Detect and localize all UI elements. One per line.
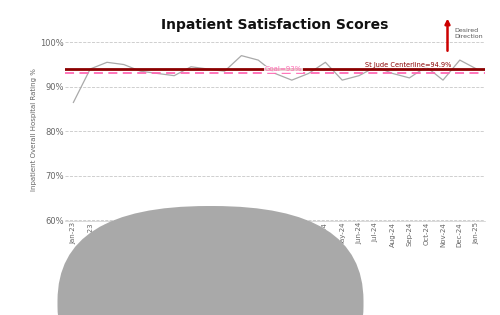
Text: Desired
Direction: Desired Direction: [454, 28, 482, 39]
Text: St Jude Inpatient Overall Hospital Rating: St Jude Inpatient Overall Hospital Ratin…: [170, 298, 330, 307]
Title: Inpatient Satisfaction Scores: Inpatient Satisfaction Scores: [162, 19, 388, 32]
Text: St Jude Centerline=94.9%: St Jude Centerline=94.9%: [365, 62, 452, 68]
Text: Goal=93%: Goal=93%: [264, 66, 302, 72]
Y-axis label: Inpatient Overall Hospital Rating %: Inpatient Overall Hospital Rating %: [31, 68, 37, 191]
